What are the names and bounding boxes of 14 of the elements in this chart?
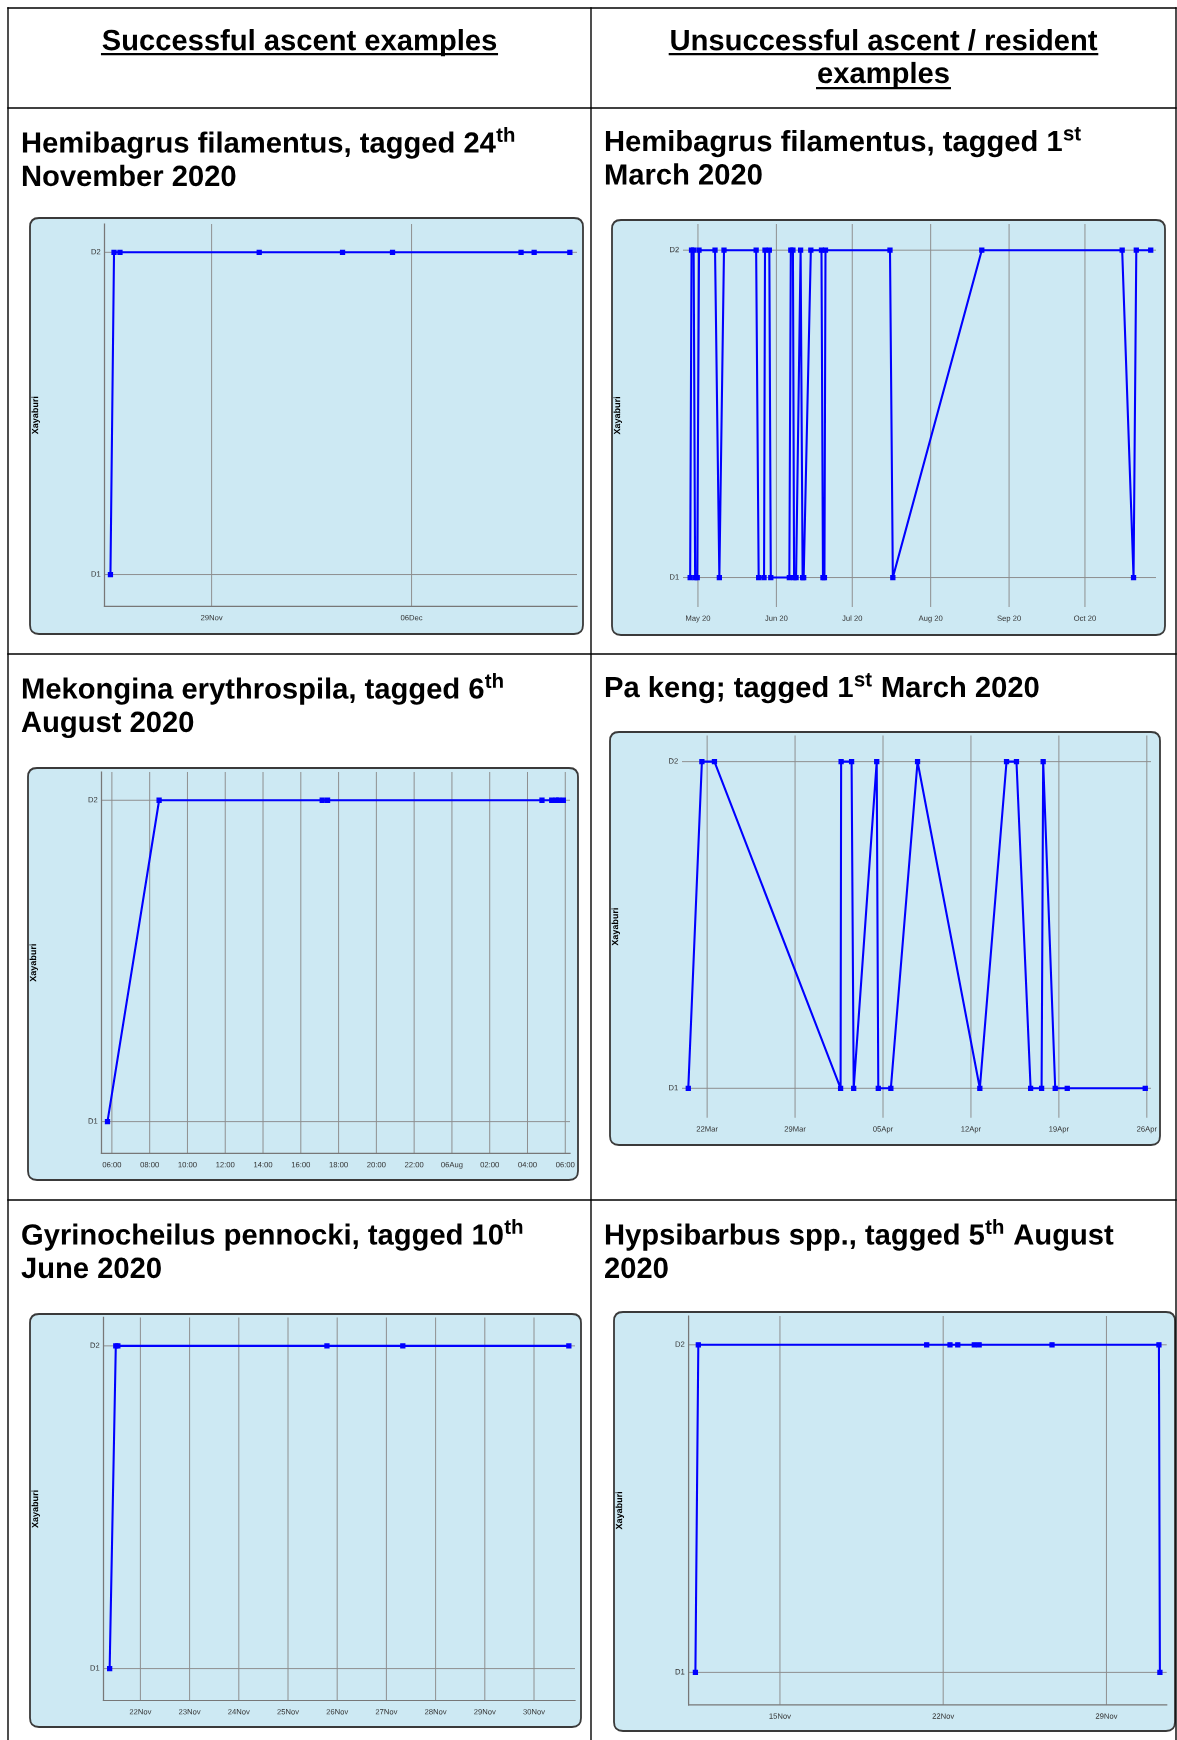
chart-title: Gyrinocheilus pennocki, tagged 10$^{th}$ June 2020 (21, 1219, 523, 1279)
chart-title: Hemibagrus filamentus, tagged 24$^{th}$ November 2020 (22, 127, 515, 187)
y-axis-title: Xayaburi (613, 397, 622, 435)
text: Unsuccessful ascent / resident examples (671, 29, 1098, 90)
text: Successful ascent examples (102, 29, 497, 57)
chart-title: Mekongina erythrospila, tagged 6$^{th}$ August 2020 (21, 673, 503, 739)
y-axis-title: Xayaburi (31, 396, 40, 435)
y-axis-title: Xayaburi (31, 1490, 40, 1528)
y-axis-title: Xayaburi (611, 908, 620, 946)
chart-title: Hypsibarbus spp., tagged 5$^{th}$ August 2020 (605, 1219, 1114, 1279)
y-axis-title: Xayaburi (29, 944, 38, 982)
chart-title: Hemibagrus filamentus, tagged 1$^{st}$ March 2020 (605, 127, 1081, 185)
chart-title: Pa keng; tagged 1$^{st}$ March 2020 (605, 673, 1039, 704)
y-axis-title: Xayaburi (615, 1491, 624, 1530)
